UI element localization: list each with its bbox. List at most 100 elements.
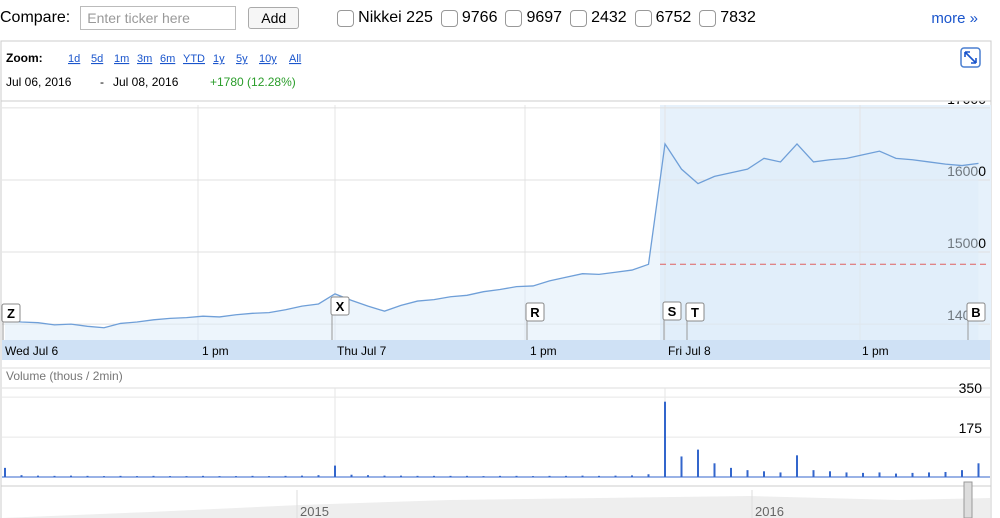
volume-bar <box>4 467 6 477</box>
volume-bar <box>730 467 732 477</box>
volume-bar <box>433 475 435 477</box>
volume-bar <box>664 401 666 477</box>
volume-bar <box>301 475 303 477</box>
range-separator: - <box>100 75 104 89</box>
ticker-label: Nikkei 225 <box>358 9 433 26</box>
expand-icon[interactable] <box>960 47 981 68</box>
zoom-option[interactable]: 5y <box>236 53 248 65</box>
volume-bar <box>515 475 518 477</box>
volume-bar <box>763 471 765 477</box>
ticker-label: 6752 <box>655 9 692 26</box>
volume-bar <box>779 472 782 477</box>
zoom-option[interactable]: 1y <box>213 53 225 65</box>
flag-label: B <box>971 305 980 320</box>
volume-bar <box>829 471 831 477</box>
flag <box>966 302 986 322</box>
volume-bar <box>565 475 567 477</box>
volume-bar <box>961 470 963 477</box>
volume-bar <box>53 475 56 477</box>
ticker-option[interactable]: Nikkei 225 <box>337 9 433 27</box>
volume-bar <box>400 475 402 477</box>
volume-bar <box>713 463 716 477</box>
volume-bar <box>911 472 914 477</box>
volume-bar <box>944 471 947 477</box>
flag <box>662 301 682 321</box>
volume-bar <box>895 473 897 477</box>
zoom-option[interactable]: 1m <box>114 53 129 65</box>
volume-bar <box>119 475 122 477</box>
ticker-list: Nikkei 225 9766 9697 2432 6752 7832 <box>337 9 764 27</box>
volume-bar <box>449 475 452 477</box>
volume-bar <box>466 475 468 477</box>
volume-bar <box>152 475 155 477</box>
zoom-option[interactable]: 10y <box>259 53 277 65</box>
x-tick-label: 1 pm <box>530 344 557 358</box>
ticker-option[interactable]: 7832 <box>699 9 756 27</box>
range-end: Jul 08, 2016 <box>113 75 179 89</box>
volume-title: Volume (thous / 2min) <box>6 369 123 383</box>
volume-bar <box>317 475 320 477</box>
flag-label: T <box>691 305 699 320</box>
x-tick-label: 1 pm <box>862 344 889 358</box>
volume-bar <box>548 475 551 477</box>
flag-label: S <box>668 304 677 319</box>
compare-bar: Compare: Enter ticker here Add Nikkei 22… <box>0 0 1000 36</box>
volume-bar <box>878 472 881 477</box>
flag <box>330 296 350 316</box>
checkbox[interactable] <box>337 9 355 27</box>
ticker-option[interactable]: 9697 <box>505 9 562 27</box>
volume-bar <box>284 475 287 477</box>
x-axis-band <box>2 340 990 360</box>
price-line <box>4 142 979 329</box>
add-button[interactable]: Add <box>248 7 300 29</box>
ticker-option[interactable]: 9766 <box>440 9 498 27</box>
volume-bar <box>812 470 815 477</box>
volume-bar <box>70 475 72 477</box>
header-cover <box>2 42 990 101</box>
volume-bar <box>977 463 980 477</box>
volume-bar <box>350 474 353 477</box>
ticker-label: 2432 <box>591 9 627 26</box>
checkbox[interactable] <box>634 9 652 27</box>
volume-bar <box>746 470 749 477</box>
flag <box>1 303 21 323</box>
range-change: +1780 (12.28%) <box>210 75 296 89</box>
y-tick-label: 175 <box>959 420 983 436</box>
volume-bar <box>383 475 386 477</box>
range-start: Jul 06, 2016 <box>6 75 72 89</box>
volume-bar <box>598 475 600 477</box>
zoom-option[interactable]: All <box>289 53 301 65</box>
ticker-input[interactable]: Enter ticker here <box>80 6 237 30</box>
ticker-option[interactable]: 2432 <box>570 9 627 27</box>
zoom-option[interactable]: 6m <box>160 53 175 65</box>
ticker-label: 9766 <box>461 9 498 26</box>
flag <box>525 302 545 322</box>
volume-bar <box>697 449 699 477</box>
volume-bar <box>680 456 683 477</box>
x-tick-label: 1 pm <box>202 344 229 358</box>
volume-bar <box>334 465 336 477</box>
volume-bar <box>251 475 254 477</box>
volume-bar <box>367 475 369 477</box>
more-link[interactable]: more » <box>931 9 978 27</box>
zoom-option[interactable]: 1d <box>68 53 80 65</box>
navigator-handle[interactable] <box>963 481 973 518</box>
checkbox[interactable] <box>440 9 458 27</box>
ticker-option[interactable]: 6752 <box>634 9 692 27</box>
compare-label: Compare: <box>0 9 71 26</box>
volume-bar <box>581 475 584 477</box>
checkbox[interactable] <box>699 9 717 27</box>
zoom-option[interactable]: 3m <box>137 53 152 65</box>
volume-bar <box>20 475 23 477</box>
x-tick-label: Fri Jul 8 <box>668 344 711 358</box>
ticker-label: 7832 <box>720 9 756 26</box>
checkbox[interactable] <box>505 9 523 27</box>
volume-bar <box>647 474 650 477</box>
checkbox[interactable] <box>570 9 588 27</box>
volume-bar <box>202 475 204 477</box>
zoom-option[interactable]: YTD <box>183 53 205 65</box>
navigator-label: 2015 <box>300 504 329 518</box>
zoom-option[interactable]: 5d <box>91 53 103 65</box>
